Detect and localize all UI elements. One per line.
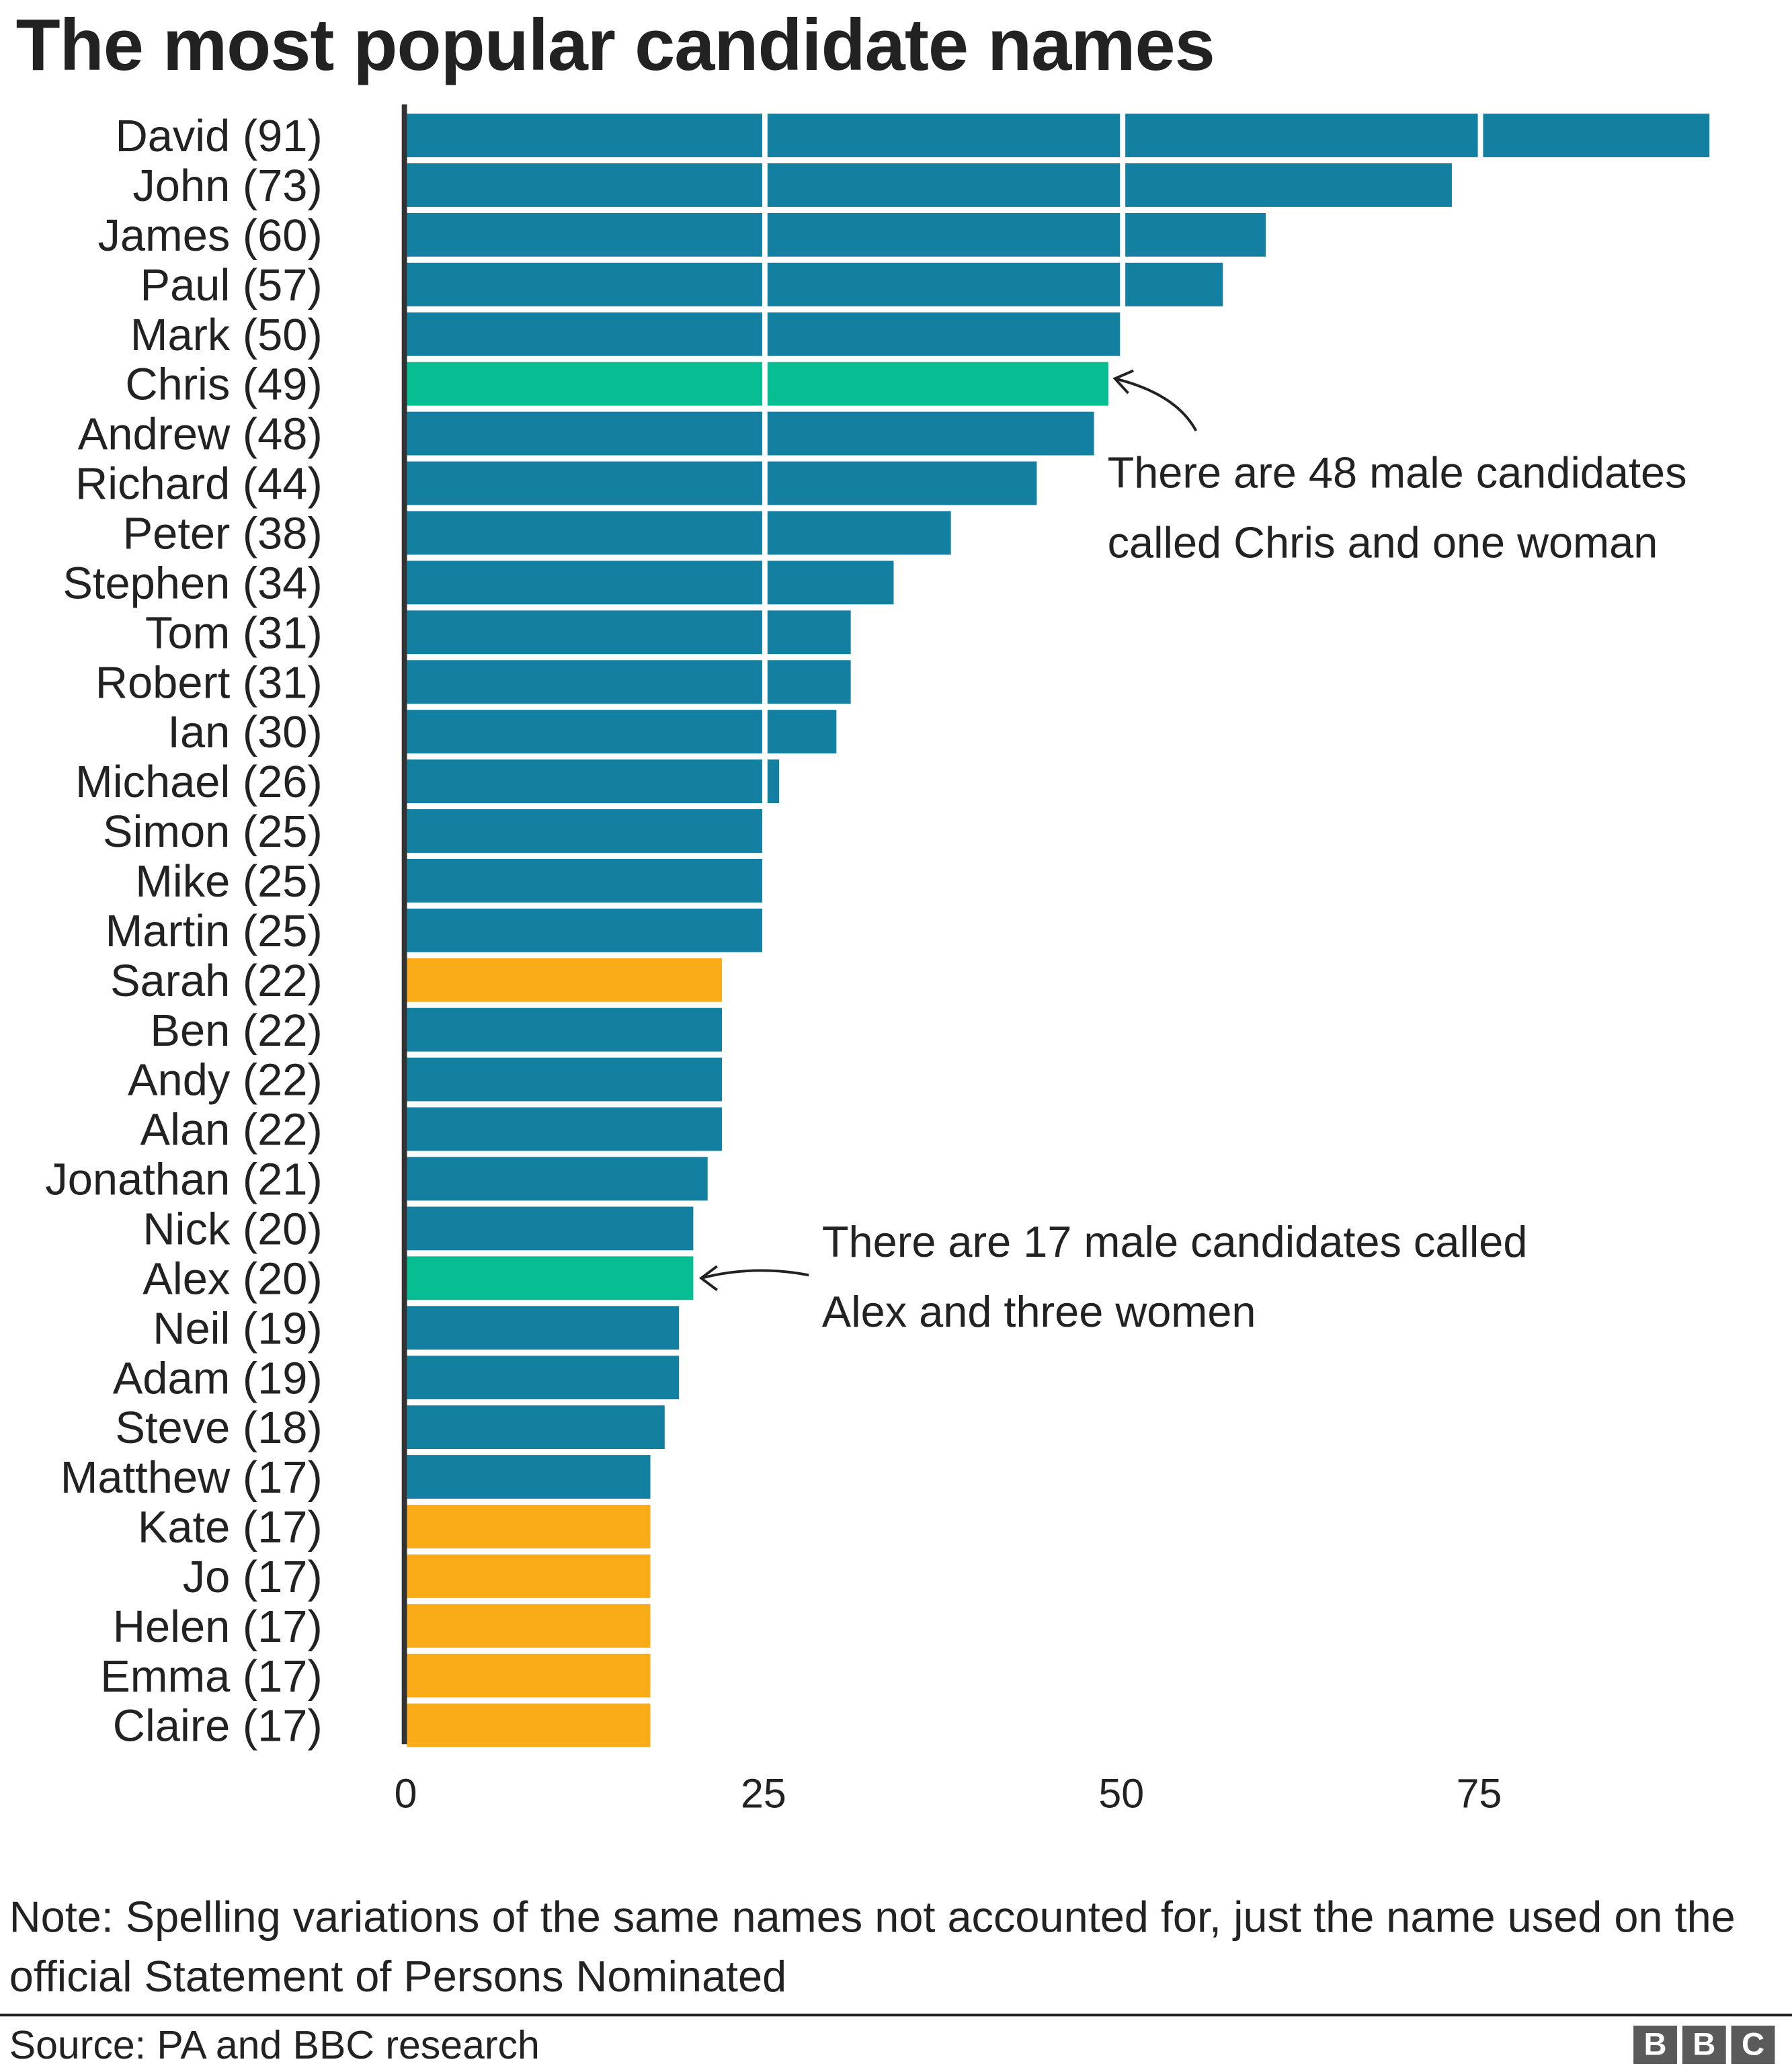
bar [407,1703,651,1747]
category-label: John (73) [132,161,322,211]
chart-title: The most popular candidate names [15,3,1215,86]
annotation-line: There are 48 male candidates [1107,448,1687,497]
category-label: Mike (25) [135,856,323,907]
bar [407,362,1108,406]
bar [407,1554,651,1598]
category-label: Ian (30) [167,707,322,757]
category-label: Tom (31) [145,608,323,658]
category-label: Peter (38) [123,509,323,559]
bar [407,1653,651,1698]
bar [407,1057,723,1102]
category-label: Ben (22) [150,1005,322,1056]
annotation-line: called Chris and one woman [1107,517,1658,567]
x-tick-label: 75 [1457,1771,1502,1817]
bar [407,1604,651,1648]
bar [407,610,851,655]
bar [407,114,1710,157]
annotation-chris: There are 48 male candidates called Chri… [1108,438,1687,577]
bar [407,710,837,754]
annotation-arrow [700,1269,809,1280]
category-label: Richard (44) [75,459,323,509]
arrowhead-icon [1112,369,1135,395]
category-label: Matthew (17) [60,1452,323,1503]
category-label: Paul (57) [140,260,323,310]
x-tick-label: 25 [741,1771,786,1817]
bar [407,908,765,952]
annotation-alex: There are 17 male candidates called Alex… [822,1206,1528,1346]
category-label: Simon (25) [103,806,323,857]
bar [407,561,894,605]
category-label: Andrew (48) [78,409,323,460]
category-label: Helen (17) [113,1602,323,1652]
category-label: Kate (17) [138,1502,323,1552]
category-label: Nick (20) [142,1204,322,1254]
bar [407,511,951,555]
category-label: Chris (49) [125,360,322,410]
category-label: Andy (22) [128,1055,323,1106]
bar [407,1306,680,1350]
bar [407,1256,694,1300]
bar [407,1157,708,1201]
category-label: Neil (19) [153,1303,323,1354]
category-label: Jo (17) [183,1552,323,1602]
annotation-line: There are 17 male candidates called [821,1216,1528,1266]
bar [407,212,1266,257]
category-label: Alan (22) [140,1105,323,1155]
bar [407,1504,651,1548]
bar [407,809,765,853]
bar [407,163,1452,207]
category-label: Michael (26) [75,757,323,807]
bar [407,759,780,803]
bar-chart: David (91)John (73)James (60)Paul (57)Ma… [45,104,1710,1817]
chart-source: Source: PA and BBC research [9,2024,540,2068]
bar [407,1356,680,1400]
category-label: Claire (17) [113,1701,323,1751]
bar [407,1206,694,1251]
chart-note: Note: Spelling variations of the same na… [9,1892,1736,2001]
category-label: Mark (50) [130,310,323,360]
arrowhead-icon [698,1265,718,1292]
category-label: Alex (20) [142,1253,322,1304]
bar [407,858,765,903]
category-label: Stephen (34) [63,558,322,608]
bar [407,411,1094,456]
bar [407,660,851,704]
x-tick-label: 0 [395,1771,417,1817]
bar [407,1455,651,1499]
category-label: Jonathan (21) [45,1155,322,1205]
annotation-arrow [1114,377,1198,431]
bar [407,461,1037,505]
bar [407,262,1223,306]
category-label: Robert (31) [95,657,323,708]
category-label: James (60) [97,210,322,261]
category-label: Martin (25) [106,906,323,956]
bar [407,1107,723,1151]
category-label: Emma (17) [100,1651,323,1702]
category-label: Sarah (22) [110,956,323,1006]
annotation-line: Alex and three women [821,1286,1256,1336]
footer-divider [0,2014,1792,2017]
category-label: Adam (19) [113,1353,323,1403]
category-label: David (91) [115,111,322,161]
bar [407,958,723,1002]
bar [407,1007,723,1052]
bar [407,1405,665,1450]
x-tick-label: 50 [1098,1771,1144,1817]
category-label: Steve (18) [115,1403,322,1453]
